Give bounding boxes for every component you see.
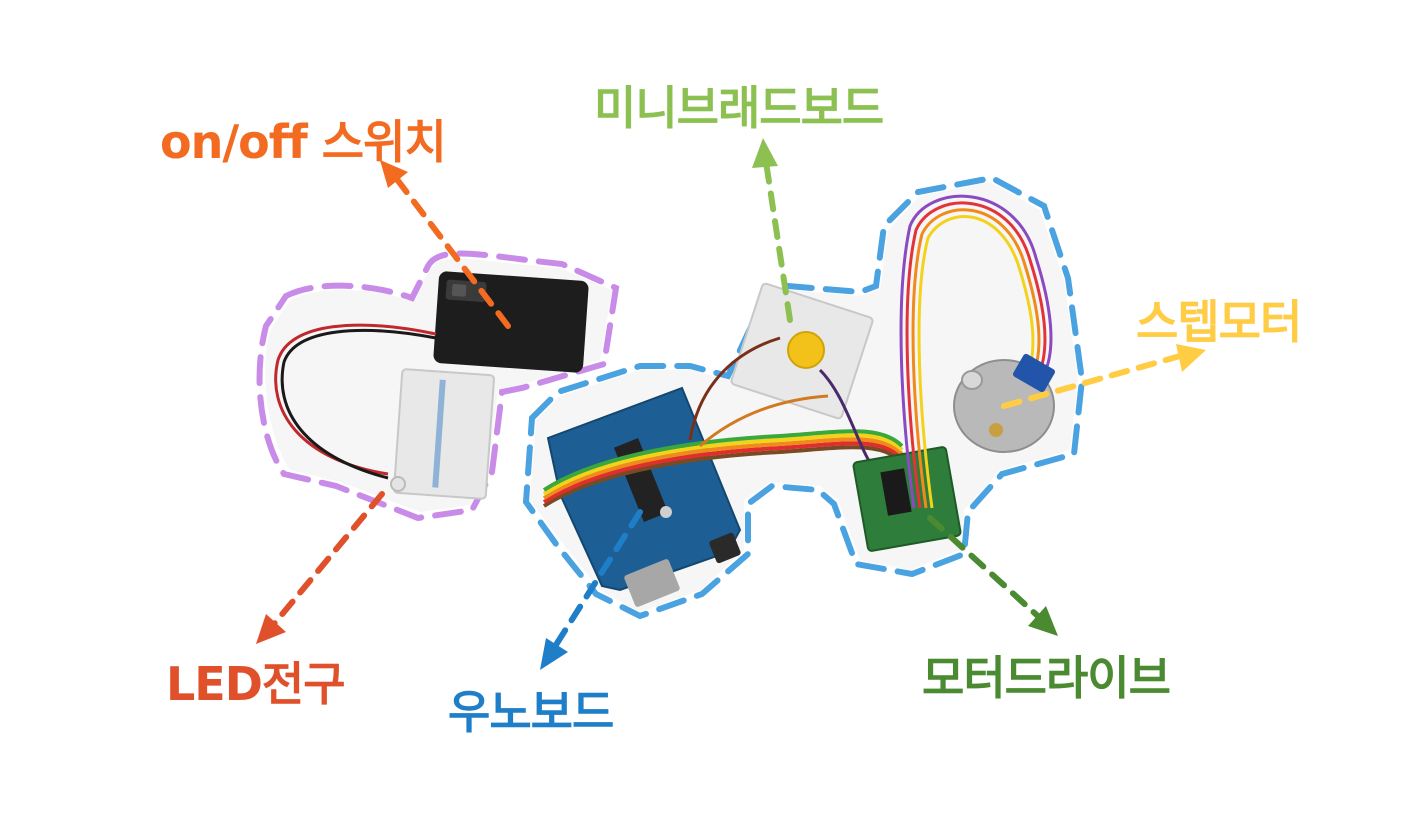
yellow-button [787,331,825,369]
arrow-stepper-head [1176,344,1206,372]
stepper-motor-label: 스텝모터 [1136,295,1302,349]
uno-power-jack [709,532,741,564]
purple-dashed-outline [256,250,620,522]
arrow-stepper [1001,353,1183,409]
arrow-uno [551,509,643,651]
small-breadboard-rail [432,379,446,488]
switch-knob[interactable] [451,283,467,297]
battery-led-group [256,250,620,522]
arrow-switch [393,175,511,329]
arrow-uno-head [540,638,568,670]
arrow-switch-head [380,160,408,188]
arrow-mini-head [752,138,778,168]
uno-crystal [660,506,672,518]
stepper-wires [899,194,1053,509]
led-bulb [390,476,406,492]
uno-usb-port [624,559,680,607]
battery-wire-red [274,323,437,476]
arrow-mini-breadboard [763,159,793,323]
small-breadboard [393,368,495,500]
arrows [256,138,1206,670]
uno-board-label: 우노보드 [448,685,614,739]
led-label: LED전구 [166,657,346,711]
motor-driver-label: 모터드라이브 [922,651,1171,705]
switch-label: on/off 스위치 [160,115,447,169]
arrow-led [271,491,385,627]
arrow-driver [927,515,1043,621]
arrow-driver-head [1028,606,1058,636]
mini-breadboard-label: 미니브래드보드 [594,81,884,135]
arrow-led-head [256,614,286,644]
battery-wire-black [280,328,437,480]
jumper-wire-brown [688,336,781,441]
arduino-assembly-group [522,174,1086,620]
ribbon-cable [542,429,904,508]
driver-chip [880,468,912,516]
jumper-wire-orange [699,394,829,448]
